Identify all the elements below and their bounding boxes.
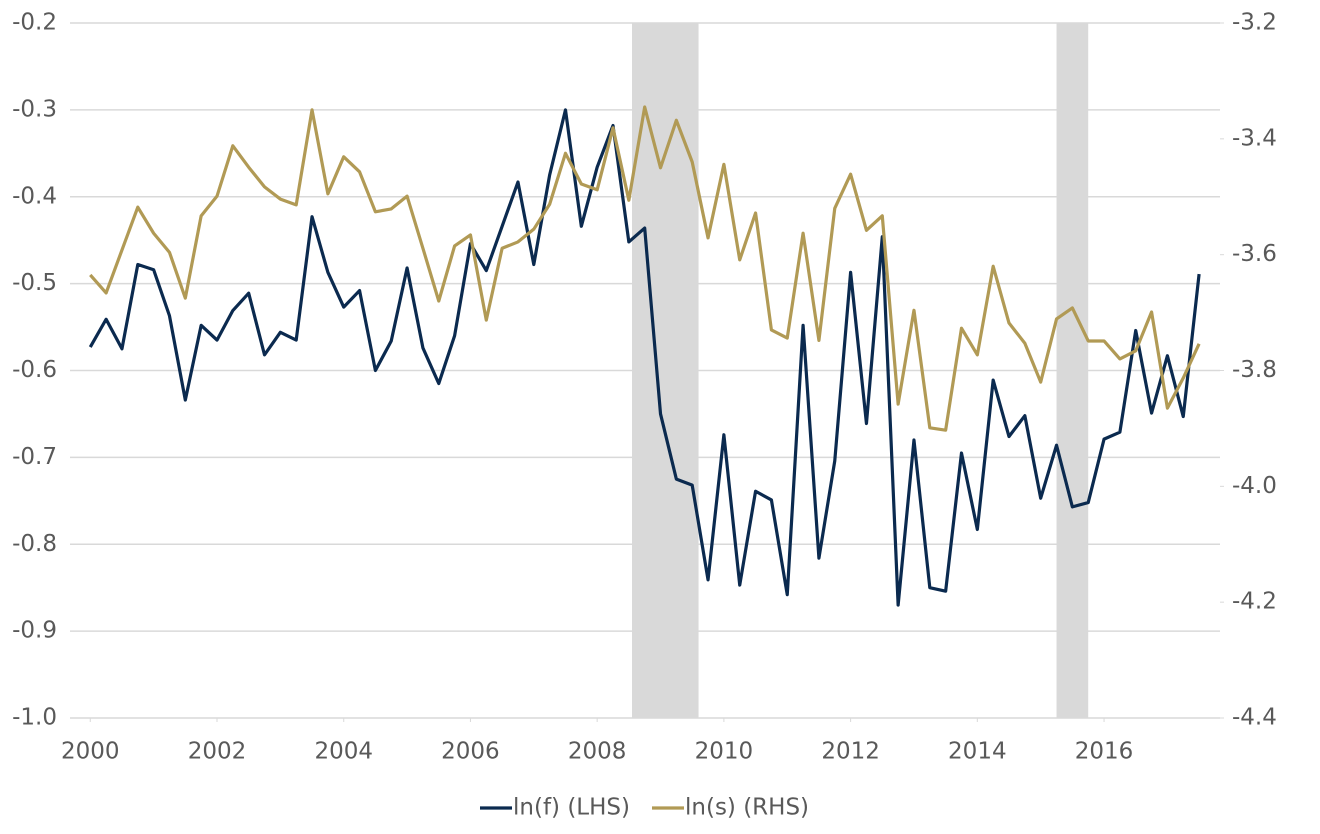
x-tick-label: 2012 — [821, 739, 880, 765]
x-tick-label: 2016 — [1075, 739, 1134, 765]
x-tick-label: 2006 — [441, 739, 500, 765]
y2-tick-label: -4.2 — [1232, 589, 1277, 615]
y-tick-label: -0.8 — [12, 531, 57, 557]
y2-tick-label: -3.6 — [1232, 241, 1277, 267]
y-tick-label: -0.7 — [12, 444, 57, 470]
legend-label: ln(f) (LHS) — [513, 795, 630, 821]
y-tick-label: -0.4 — [12, 183, 57, 209]
y-tick-label: -0.2 — [12, 10, 57, 36]
x-tick-label: 2004 — [314, 739, 373, 765]
series-line — [88, 108, 1201, 607]
x-tick-label: 2000 — [61, 739, 120, 765]
x-tick-label: 2002 — [188, 739, 247, 765]
y2-tick-label: -3.4 — [1232, 125, 1277, 151]
y2-tick-label: -4.4 — [1232, 705, 1277, 731]
y-tick-label: -1.0 — [12, 705, 57, 731]
y-tick-label: -0.5 — [12, 270, 57, 296]
y-tick-label: -0.9 — [12, 618, 57, 644]
y-tick-label: -0.6 — [12, 357, 57, 383]
y2-tick-label: -3.2 — [1232, 10, 1277, 36]
y-tick-label: -0.3 — [12, 96, 57, 122]
legend-label: ln(s) (RHS) — [685, 795, 809, 821]
x-tick-label: 2014 — [948, 739, 1007, 765]
x-tick-label: 2008 — [568, 739, 627, 765]
x-tick-label: 2010 — [695, 739, 754, 765]
y2-tick-label: -3.8 — [1232, 357, 1277, 383]
y2-tick-label: -4.0 — [1232, 473, 1277, 499]
series-line — [89, 105, 1201, 432]
